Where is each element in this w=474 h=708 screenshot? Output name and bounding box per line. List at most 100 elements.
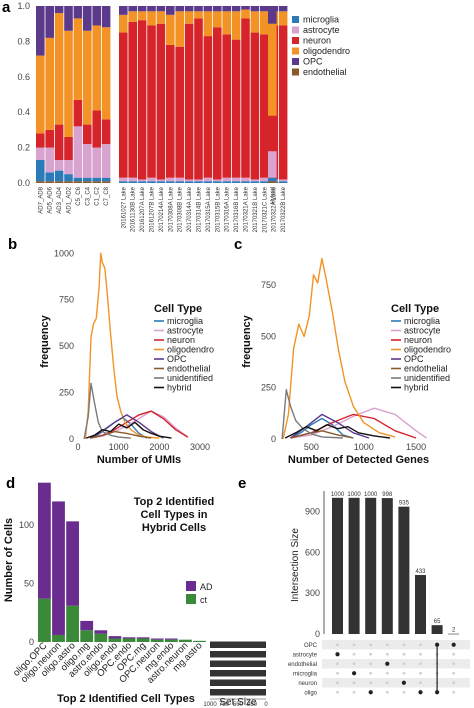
- panel-a-xtick: 20170321B Lake: [253, 186, 259, 232]
- panel-a-xtick: 20161027 Lake: [121, 186, 127, 228]
- panel-a-bar-segment: [92, 25, 101, 111]
- panel-e-bar-label: 2: [452, 628, 456, 634]
- panel-e-bar: [398, 506, 410, 634]
- panel-e-matrix-dot: [385, 643, 389, 647]
- panel-a-bar-segment: [260, 177, 269, 182]
- panel-a-ytick: 0.6: [17, 72, 30, 82]
- panel-e-set-size-bar: [210, 651, 266, 658]
- panel-e-matrix-dot: [402, 690, 406, 694]
- panel-d-bar-ad: [108, 636, 122, 639]
- panel-a-bar-segment: [222, 6, 231, 12]
- panel-c-legend-label: endothelial: [404, 364, 448, 374]
- panel-a-bar-segment: [147, 6, 156, 12]
- panel-d-ytick: 50: [24, 578, 34, 588]
- panel-d-legend-label: ct: [200, 595, 208, 605]
- panel-a-bar-segment: [213, 179, 222, 182]
- panel-a-bar-segment: [184, 23, 194, 180]
- panel-e-matrix-dot: [352, 652, 356, 656]
- panel-a-bar-segment: [128, 181, 137, 183]
- panel-e-bar-label: 65: [434, 619, 441, 625]
- panel-a-xtick: 20161130B Lake: [131, 186, 137, 232]
- panel-a-bar-segment: [241, 177, 250, 182]
- panel-d-legend-label: AD: [200, 582, 213, 592]
- panel-a-bar-segment: [119, 32, 128, 178]
- panel-a-bar-segment: [83, 124, 92, 145]
- panel-a-bar-segment: [36, 181, 45, 183]
- panel-c-xlabel: Number of Detected Genes: [288, 454, 429, 466]
- panel-c-ytick: 0: [271, 434, 276, 444]
- panel-a-bar-segment: [203, 36, 213, 178]
- panel-a-bar-segment: [128, 21, 137, 178]
- panel-c-xtick: 1000: [354, 442, 374, 452]
- panel-e-bar-label: 998: [382, 492, 393, 498]
- panel-b-xtick: 0: [75, 442, 80, 452]
- panel-b-xtick: 1000: [109, 442, 129, 452]
- panel-b-ytick: 500: [59, 341, 74, 351]
- panel-a-bar-segment: [268, 115, 277, 152]
- panel-e-bar-label: 433: [415, 569, 426, 575]
- panel-e-bar-label: 935: [399, 501, 410, 507]
- panel-a-bar-segment: [45, 129, 54, 148]
- panel-c-legend-label: oligodendro: [404, 345, 451, 355]
- panel-a-bar-segment: [166, 14, 175, 45]
- panel-b-umi-line-chart: 0 250 500 750 1000 0 1000 2000 3000 Number of UMI…: [39, 248, 214, 466]
- panel-e-bar: [448, 633, 460, 635]
- panel-a-bar-segment: [73, 6, 83, 19]
- panel-e-label: e: [238, 475, 246, 492]
- panel-e-matrix-dot: [369, 643, 373, 647]
- panel-c-series-line-hybrid: [284, 423, 390, 439]
- panel-a-bar-segment: [166, 6, 175, 15]
- panel-a-bar-segment: [54, 181, 64, 183]
- panel-a-xtick: C1_C2: [95, 186, 101, 205]
- panel-a-bar-segment: [156, 11, 166, 24]
- panel-a-bar-segment: [250, 6, 260, 12]
- panel-e-matrix-dot: [369, 662, 373, 666]
- panel-a-bar-segment: [92, 6, 101, 26]
- panel-a-bar-segment: [137, 6, 147, 12]
- panel-b-ylabel: frequency: [39, 314, 51, 367]
- panel-e-matrix-row-shade: [322, 659, 470, 669]
- panel-a-bar-segment: [83, 177, 92, 182]
- panel-e-setsize-tick: 500: [233, 702, 244, 708]
- panel-a-bar-segment: [268, 6, 277, 24]
- panel-a-bar-segment: [250, 181, 260, 183]
- panel-d-title-line: Top 2 Identified: [134, 496, 214, 508]
- panel-e-matrix-dot: [352, 671, 357, 676]
- panel-e-ytick: 0: [315, 629, 320, 639]
- panel-a-bar-segment: [147, 177, 156, 182]
- panel-c-ytick: 500: [261, 331, 276, 341]
- panel-e-bar: [431, 625, 443, 634]
- panel-a-bar-segment: [45, 181, 54, 183]
- panel-e-set-label: microglia: [293, 671, 318, 677]
- panel-a-ytick: 0.4: [17, 107, 30, 117]
- panel-a-bar-segment: [137, 179, 147, 182]
- panel-a-ytick: 1.0: [17, 1, 30, 11]
- panel-e-matrix-dot: [385, 661, 390, 666]
- panel-a-xtick: 20170322B Lake: [281, 186, 287, 232]
- panel-c-xtick: 1500: [406, 442, 426, 452]
- panel-a-bar-segment: [54, 124, 64, 160]
- panel-e-matrix-dot: [419, 681, 422, 685]
- panel-a-bar-segment: [119, 177, 128, 182]
- panel-a-legend-swatch: [292, 16, 299, 23]
- panel-c-series-line-oligodendro: [282, 257, 396, 440]
- panel-e-matrix-dot: [385, 690, 389, 694]
- panel-a-bar-segment: [250, 32, 260, 180]
- panel-a-bar-segment: [278, 25, 288, 180]
- panel-a-bar-segment: [175, 46, 184, 178]
- panel-b-series-line-unidentified: [83, 382, 131, 440]
- panel-a-bar-segment: [147, 181, 156, 183]
- panel-b-legend-label: OPC: [167, 354, 187, 364]
- panel-d-bar-ct: [150, 639, 164, 642]
- panel-a-bar-segment: [64, 6, 73, 31]
- panel-a-bar-segment: [260, 11, 269, 35]
- panel-a-bar-segment: [92, 181, 101, 183]
- panel-e-set-size-bar: [210, 660, 266, 667]
- panel-e-matrix-dot: [452, 681, 456, 685]
- panel-a-bar-segment: [213, 181, 222, 183]
- panel-c-series-line-astrocyte: [290, 407, 427, 439]
- panel-c-ytick: 750: [261, 280, 276, 290]
- panel-e-set-size-bar: [210, 670, 266, 677]
- panel-a-xtick: 20170308A Lake: [168, 186, 174, 232]
- panel-e-matrix-dot: [369, 681, 373, 685]
